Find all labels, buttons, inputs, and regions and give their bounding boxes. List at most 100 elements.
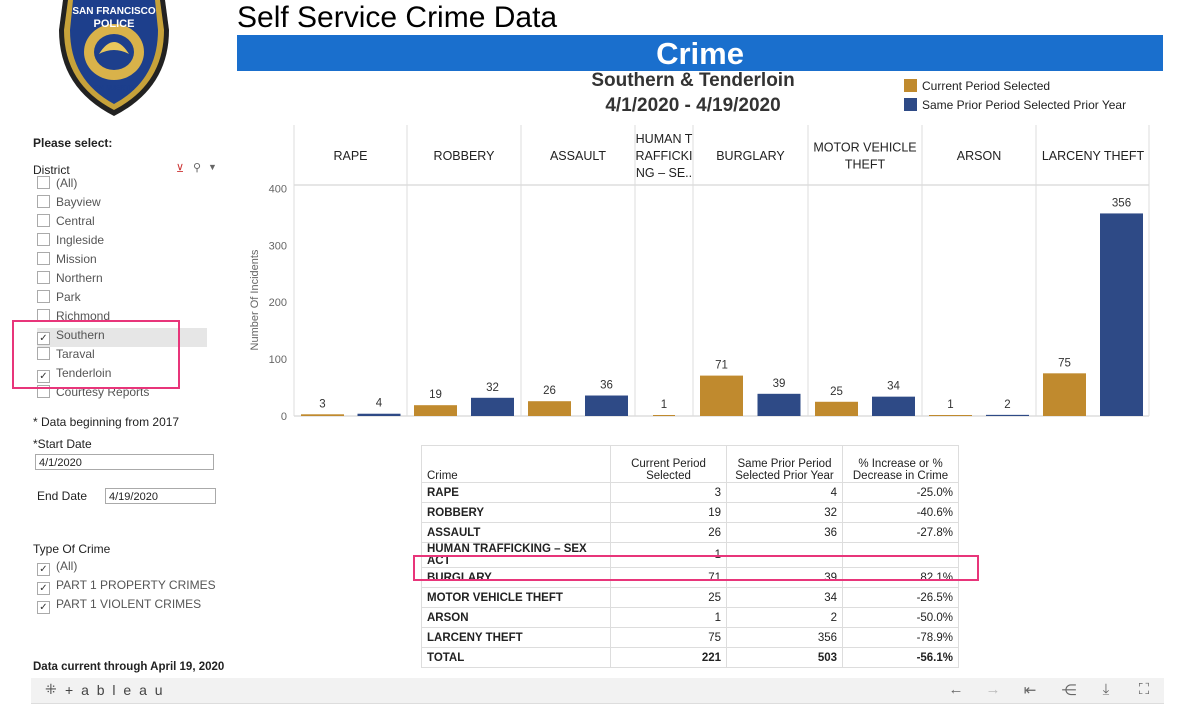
download-icon[interactable]: ⤓ xyxy=(1102,681,1110,698)
crime-type-label: Type Of Crime xyxy=(33,542,111,556)
please-select-label: Please select: xyxy=(33,136,113,150)
checkbox-icon[interactable]: ✓ xyxy=(37,370,50,383)
crime-banner: Crime xyxy=(237,35,1163,71)
category-header-label: BURGLARY xyxy=(716,149,785,163)
crime-type-option-part-1-violent-crimes[interactable]: ✓ PART 1 VIOLENT CRIMES xyxy=(37,597,207,616)
category-header-label: HUMAN T xyxy=(636,132,693,146)
district-option-southern[interactable]: ✓ Southern xyxy=(37,328,207,347)
bar-current xyxy=(929,415,972,416)
y-tick-label: 400 xyxy=(269,183,287,195)
checkbox-icon[interactable] xyxy=(37,290,50,303)
clear-filter-icon[interactable]: ⊻ xyxy=(176,163,185,175)
cell-crime: MOTOR VEHICLE THEFT xyxy=(421,587,611,608)
cell-current: 1 xyxy=(610,607,727,628)
checkbox-icon[interactable] xyxy=(37,214,50,227)
cell-pct: -78.9% xyxy=(842,627,959,648)
data-label: 39 xyxy=(773,378,786,390)
crime-type-option-label: PART 1 VIOLENT CRIMES xyxy=(56,597,202,611)
legend-item-current[interactable]: Current Period Selected xyxy=(904,79,1050,93)
cell-prior: 36 xyxy=(726,522,843,543)
cell-prior: 34 xyxy=(726,587,843,608)
end-date-label: End Date xyxy=(37,489,88,503)
legend-swatch-current xyxy=(904,79,917,92)
district-option-label: Mission xyxy=(56,252,97,266)
fullscreen-icon[interactable]: ⛶ xyxy=(1138,681,1150,698)
bar-prior xyxy=(986,414,1029,416)
checkbox-icon[interactable]: ✓ xyxy=(37,582,50,595)
table-row: BURGLARY 71 39 82.1% xyxy=(421,567,959,588)
district-option-mission[interactable]: Mission xyxy=(37,252,207,271)
table-total-row: TOTAL 221 503 -56.1% xyxy=(421,647,959,668)
category-header-label: LARCENY THEFT xyxy=(1042,149,1145,163)
district-option-northern[interactable]: Northern xyxy=(37,271,207,290)
crime-data-table: Crime Current Period Selected Same Prior … xyxy=(421,445,959,668)
cell-pct: -50.0% xyxy=(842,607,959,628)
table-row: MOTOR VEHICLE THEFT 25 34 -26.5% xyxy=(421,587,959,608)
category-header-label: ARSON xyxy=(957,149,1001,163)
data-label: 3 xyxy=(319,398,325,410)
district-option-all[interactable]: (All) xyxy=(37,176,207,195)
police-badge-logo: SAN FRANCISCO POLICE EN SUERTE xyxy=(59,0,169,116)
crime-type-option-label: PART 1 PROPERTY CRIMES xyxy=(56,578,216,592)
district-option-taraval[interactable]: Taraval xyxy=(37,347,207,366)
bar-current xyxy=(528,401,571,416)
district-option-label: Park xyxy=(56,290,81,304)
category-header-label: MOTOR VEHICLE xyxy=(813,141,916,155)
header-crime: Crime xyxy=(421,445,611,483)
page-title: Self Service Crime Data xyxy=(237,1,558,34)
header-pct: % Increase or % Decrease in Crime xyxy=(842,445,959,483)
tableau-logo[interactable]: + a b l e a u xyxy=(65,682,165,698)
district-option-park[interactable]: Park xyxy=(37,290,207,309)
cell-prior: 4 xyxy=(726,482,843,503)
cell-crime: RAPE xyxy=(421,482,611,503)
data-label: 4 xyxy=(376,398,383,410)
cell-pct: -25.0% xyxy=(842,482,959,503)
checkbox-icon[interactable]: ✓ xyxy=(37,563,50,576)
y-axis-label: Number Of Incidents xyxy=(249,249,261,350)
table-row: ROBBERY 19 32 -40.6% xyxy=(421,502,959,523)
district-option-bayview[interactable]: Bayview xyxy=(37,195,207,214)
checkbox-icon[interactable]: ✓ xyxy=(37,332,50,345)
district-option-tenderloin[interactable]: ✓ Tenderloin xyxy=(37,366,207,385)
svg-text:POLICE: POLICE xyxy=(94,18,135,30)
y-tick-label: 200 xyxy=(269,297,287,309)
crime-type-option-part-1-property-crimes[interactable]: ✓ PART 1 PROPERTY CRIMES xyxy=(37,578,216,597)
undo-icon[interactable]: ← xyxy=(948,681,964,698)
district-option-label: Taraval xyxy=(56,347,95,361)
checkbox-icon[interactable] xyxy=(37,347,50,360)
cell-pct: -56.1% xyxy=(842,647,959,668)
redo-icon[interactable]: → xyxy=(985,681,1001,698)
checkbox-icon[interactable] xyxy=(37,271,50,284)
end-date-input[interactable]: 4/19/2020 xyxy=(105,488,216,504)
checkbox-icon[interactable] xyxy=(37,195,50,208)
district-option-richmond[interactable]: Richmond xyxy=(37,309,207,328)
district-filter-label: District xyxy=(33,163,70,177)
district-option-label: Ingleside xyxy=(56,233,105,247)
dropdown-arrow-icon[interactable]: ▼ xyxy=(208,162,217,172)
checkbox-icon[interactable] xyxy=(37,176,50,189)
legend-item-prior[interactable]: Same Prior Period Selected Prior Year xyxy=(904,98,1126,112)
start-date-input[interactable]: 4/1/2020 xyxy=(35,454,214,470)
bar-current xyxy=(815,401,858,416)
data-label: 71 xyxy=(715,360,728,372)
share-icon[interactable]: ⋲ xyxy=(1061,682,1077,699)
data-beginning-note: * Data beginning from 2017 xyxy=(33,415,180,429)
cell-current: 75 xyxy=(610,627,727,648)
crime-type-option-all[interactable]: ✓ (All) xyxy=(37,559,207,578)
bar-prior xyxy=(1100,213,1143,416)
checkbox-icon[interactable] xyxy=(37,233,50,246)
revert-icon[interactable]: ⇤ xyxy=(1023,682,1037,699)
bar-prior xyxy=(357,413,401,416)
checkbox-icon[interactable] xyxy=(37,252,50,265)
district-option-central[interactable]: Central xyxy=(37,214,207,233)
search-icon[interactable]: ⚲ xyxy=(193,162,202,174)
legend-label-current: Current Period Selected xyxy=(922,79,1051,93)
bar-current xyxy=(301,414,344,416)
cell-current: 3 xyxy=(610,482,727,503)
table-row: LARCENY THEFT 75 356 -78.9% xyxy=(421,627,959,648)
cell-crime: ROBBERY xyxy=(421,502,611,523)
bar-prior xyxy=(757,393,801,416)
district-option-ingleside[interactable]: Ingleside xyxy=(37,233,207,252)
district-option-label: Northern xyxy=(56,271,103,285)
checkbox-icon[interactable]: ✓ xyxy=(37,601,50,614)
